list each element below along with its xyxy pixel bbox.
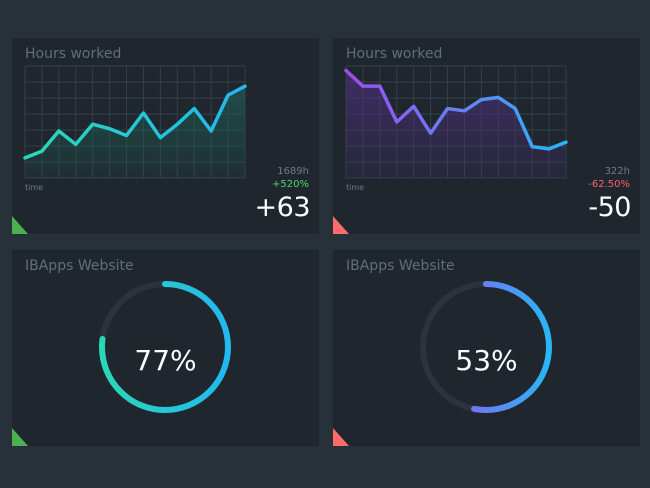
x-axis-label: time xyxy=(25,183,44,192)
card-title: IBApps Website xyxy=(346,258,455,274)
hours-worked-card-2[interactable]: Hours worked time 322h -62.50% -50 xyxy=(333,38,640,234)
status-corner-indicator xyxy=(333,428,349,446)
chart-area-fill xyxy=(346,70,566,178)
delta-value: -50 xyxy=(588,192,631,223)
status-corner-indicator xyxy=(12,428,28,446)
status-corner-indicator xyxy=(333,216,349,234)
card-title: Hours worked xyxy=(346,46,443,62)
ibapps-website-card-1[interactable]: IBApps Website 77% xyxy=(12,250,319,446)
progress-ring-1 xyxy=(99,281,231,413)
ring-percent-label: 77% xyxy=(134,344,197,377)
x-axis-label: time xyxy=(346,183,365,192)
progress-ring-2 xyxy=(420,281,552,413)
status-corner-indicator xyxy=(12,216,28,234)
ring-progress-arc xyxy=(99,281,231,413)
percent-change: -62.50% xyxy=(588,179,630,190)
ibapps-website-card-2[interactable]: IBApps Website 53% xyxy=(333,250,640,446)
ring-percent-label: 53% xyxy=(455,344,518,377)
chart-series-line xyxy=(344,68,568,151)
hours-worked-card-1[interactable]: Hours worked time 1689h +520% +63 xyxy=(12,38,319,234)
hours-total: 322h xyxy=(604,166,630,177)
chart-area-fill xyxy=(25,86,245,178)
ring-progress-arc xyxy=(420,281,552,413)
hours-line-chart-1 xyxy=(23,65,247,179)
chart-series-line xyxy=(23,84,247,160)
card-title: Hours worked xyxy=(25,46,122,62)
hours-line-chart-2 xyxy=(344,65,568,179)
delta-value: +63 xyxy=(254,192,311,223)
percent-change: +520% xyxy=(272,179,309,190)
hours-total: 1689h xyxy=(277,166,309,177)
card-title: IBApps Website xyxy=(25,258,134,274)
